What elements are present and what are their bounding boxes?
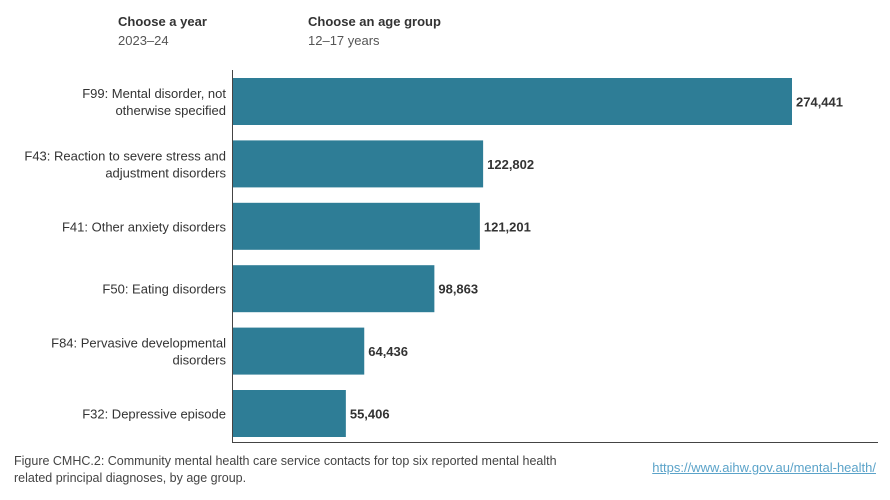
bar-6[interactable] (233, 390, 346, 437)
bar-3[interactable] (233, 202, 480, 250)
year-filter[interactable]: Choose a year 2023–24 (118, 14, 207, 48)
value-label-5: 64,436 (368, 344, 408, 359)
figure-caption: Figure CMHC.2: Community mental health c… (14, 454, 557, 485)
category-label-line: F43: Reaction to severe stress and (24, 148, 226, 163)
category-label-line: otherwise specified (115, 103, 226, 118)
value-label-4: 98,863 (438, 282, 478, 297)
value-label-3: 121,201 (484, 219, 531, 234)
category-label-line: F41: Other anxiety disorders (62, 219, 227, 234)
category-label-5: F84: Pervasive developmental disorders (51, 336, 226, 368)
category-label-6: F32: Depressive episode (82, 407, 226, 422)
bar-chart: 274,441 F99: Mental disorder, not otherwis… (24, 70, 878, 443)
category-label-line: adjustment disorders (105, 165, 226, 180)
bar-5[interactable] (233, 327, 365, 375)
category-label-line: F32: Depressive episode (82, 407, 226, 422)
year-filter-value[interactable]: 2023–24 (118, 33, 169, 48)
category-label-4: F50: Eating disorders (102, 282, 226, 297)
bar-1[interactable] (233, 78, 792, 125)
category-label-1: F99: Mental disorder, not otherwise speci… (82, 86, 226, 118)
category-label-line: F50: Eating disorders (102, 282, 226, 297)
value-label-1: 274,441 (796, 95, 843, 110)
age-group-filter-value[interactable]: 12–17 years (308, 33, 380, 48)
value-label-2: 122,802 (487, 157, 534, 172)
bar-4[interactable] (233, 265, 435, 313)
age-group-filter-label: Choose an age group (308, 14, 441, 29)
value-label-6: 55,406 (350, 407, 390, 422)
category-label-2: F43: Reaction to severe stress and adjust… (24, 148, 226, 180)
category-label-line: F84: Pervasive developmental (51, 336, 226, 351)
bar-2[interactable] (233, 140, 484, 188)
age-group-filter[interactable]: Choose an age group 12–17 years (308, 14, 441, 48)
category-label-line: F99: Mental disorder, not (82, 86, 226, 101)
category-label-line: disorders (173, 353, 227, 368)
source-link[interactable]: https://www.aihw.gov.au/mental-health/ (652, 460, 876, 475)
category-label-3: F41: Other anxiety disorders (62, 219, 227, 234)
year-filter-label: Choose a year (118, 14, 207, 29)
